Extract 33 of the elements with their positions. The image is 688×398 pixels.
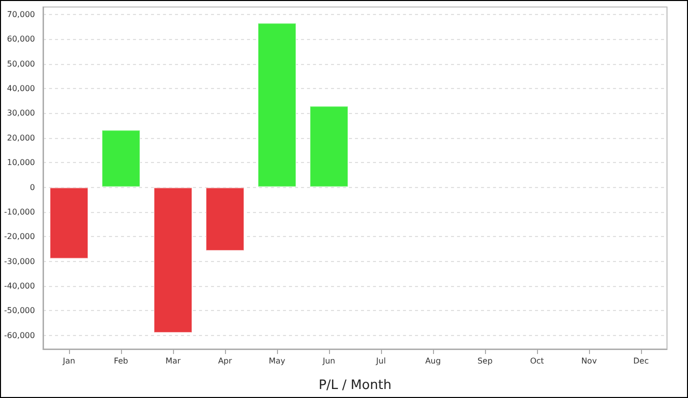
bar: [310, 106, 348, 188]
x-tick-label: Dec: [633, 356, 649, 366]
x-tick-label: Aug: [425, 356, 441, 366]
bar: [258, 22, 296, 188]
y-tick-label: 0: [30, 182, 35, 192]
y-tick-label: 30,000: [7, 108, 35, 118]
y-tick-label: 50,000: [7, 59, 35, 68]
x-tick-label: May: [268, 356, 286, 366]
x-tick-label: Jul: [375, 356, 386, 366]
bar: [154, 187, 192, 333]
y-tick-label: -30,000: [4, 256, 35, 266]
y-tick-label: -60,000: [4, 330, 35, 340]
y-tick-label: 20,000: [7, 133, 35, 142]
y-tick-label: 10,000: [7, 158, 35, 168]
x-tick-label: Apr: [218, 356, 233, 366]
y-tick-label: 60,000: [7, 34, 35, 44]
bar: [102, 130, 140, 188]
x-tick-label: Jun: [322, 356, 336, 366]
x-tick-label: Nov: [581, 356, 598, 366]
y-tick-label: 70,000: [7, 10, 35, 19]
x-axis-title: P/L / Month: [318, 378, 392, 393]
x-tick-label: Jan: [62, 356, 76, 366]
bar: [50, 187, 88, 259]
x-tick-label: Feb: [114, 356, 128, 366]
y-tick-label: -50,000: [4, 306, 35, 316]
y-tick-label: -20,000: [4, 232, 35, 242]
bar: [206, 187, 244, 251]
x-tick-label: Mar: [165, 356, 182, 366]
y-tick-label: -40,000: [4, 282, 35, 291]
x-tick-label: Oct: [530, 356, 544, 366]
x-tick-label: Sep: [477, 356, 493, 366]
y-tick-label: 40,000: [7, 84, 35, 93]
y-tick-label: -10,000: [4, 207, 35, 216]
